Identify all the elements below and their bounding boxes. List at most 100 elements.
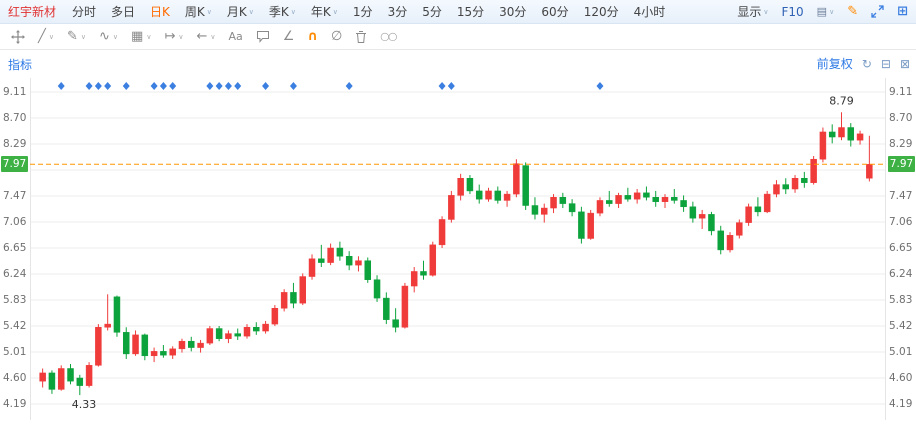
f10-button[interactable]: F10 (781, 4, 804, 19)
y-axis-label: 5.83 (3, 294, 27, 306)
chevron-down-icon: ∨ (829, 7, 835, 16)
period-tab-日K[interactable]: 日K (150, 5, 170, 19)
chevron-down-icon: ∨ (332, 8, 338, 16)
close-icon[interactable]: ⊠ (899, 56, 910, 71)
y-axis-label: 4.19 (3, 398, 27, 410)
delete-draw-tool[interactable] (350, 27, 372, 47)
chevron-down-icon: ∨ (763, 7, 769, 16)
trendline-icon: ╱ (38, 29, 46, 44)
period-tab-季K[interactable]: 季K ∨ (268, 5, 296, 19)
y-axis-label: 8.29 (889, 138, 913, 150)
y-axis-label: 6.24 (3, 268, 27, 280)
current-price-tag: 7.97 (1, 156, 28, 173)
chart-area: 指标 前复权 ↻ ⊟ ⊠ 8.79 4.33 7.97 7.97 9.11 9.11… (0, 50, 916, 432)
chevron-down-icon: ∨ (206, 8, 212, 16)
display-dropdown[interactable]: 显示 ∨ (737, 3, 768, 20)
y-axis-label: 6.24 (889, 268, 913, 280)
period-tab-15分[interactable]: 15分 (456, 5, 485, 19)
indicator-label[interactable]: 指标 (8, 58, 33, 72)
chart-header-right: 前复权 ↻ ⊟ ⊠ (817, 55, 910, 72)
period-tab-年K[interactable]: 年K ∨ (310, 5, 338, 19)
chart-style-dropdown[interactable]: ▤ ∨ (817, 5, 835, 18)
angle-tool[interactable]: ∠ (278, 27, 300, 47)
edit-pen-icon[interactable]: ✎ (847, 4, 859, 19)
period-toolbar: 红宇新材 分时 多日 日K 周K ∨ 月K ∨ 季K ∨ 年K ∨ 1分 3分 5分 15分 30分 60分 12… (0, 0, 916, 24)
chevron-down-icon: ∨ (80, 32, 86, 41)
y-axis-label: 4.60 (889, 372, 913, 384)
magnet-tool[interactable]: ∩ (302, 27, 323, 47)
fullscreen-icon[interactable] (871, 5, 884, 18)
text-tool-icon: Aa (228, 30, 243, 43)
marker-arrow-icon: ↦ (164, 29, 176, 44)
disable-draw-tool[interactable]: ∅ (326, 27, 347, 47)
y-axis-label: 8.70 (889, 112, 913, 124)
move-cross-icon (11, 29, 25, 44)
gann-tool[interactable]: ▦ ∨ (126, 27, 156, 47)
gann-grid-icon: ▦ (131, 29, 144, 44)
period-tab-3分[interactable]: 3分 (387, 5, 408, 19)
svg-text:4.33: 4.33 (72, 398, 97, 411)
period-tab-60分[interactable]: 60分 (541, 5, 569, 19)
y-axis-label: 4.19 (889, 398, 913, 410)
svg-text:8.79: 8.79 (829, 94, 854, 107)
y-axis-label: 5.01 (3, 346, 27, 358)
chevron-down-icon: ∨ (112, 32, 119, 41)
adjust-mode-button[interactable]: 前复权 (816, 57, 853, 71)
y-axis-label: 5.83 (889, 294, 913, 306)
y-axis-label: 7.06 (889, 216, 913, 228)
pencil-icon: ✎ (66, 29, 78, 44)
chevron-down-icon: ∨ (146, 32, 152, 41)
left-arrow-icon: ← (196, 29, 208, 44)
period-tab-多日[interactable]: 多日 (111, 5, 136, 19)
y-axis-label: 5.42 (889, 320, 913, 332)
period-tabs: 分时 多日 日K 周K ∨ 月K ∨ 季K ∨ 年K ∨ 1分 3分 5分 15分 30分 60分 120分 4小时 (72, 3, 665, 20)
y-axis-label: 9.11 (3, 86, 27, 98)
linked-circles-icon: ◯◯ (380, 31, 397, 41)
magnet-icon: ∩ (307, 29, 318, 44)
wave-icon: ∿ (98, 29, 110, 44)
speech-bubble-icon (256, 31, 269, 43)
y-axis-label: 9.11 (889, 86, 913, 98)
kline-chart-canvas[interactable]: 8.79 4.33 (30, 78, 886, 420)
ban-icon: ∅ (330, 29, 343, 44)
toolbar-right-group: 显示 ∨ F10 ▤ ∨ ✎ ⊞ (737, 3, 908, 20)
refresh-icon[interactable]: ↻ (861, 56, 872, 71)
y-axis-label: 8.29 (3, 138, 27, 150)
y-axis-label: 8.70 (3, 112, 27, 124)
multi-window-icon[interactable]: ⊞ (897, 4, 908, 19)
y-axis-label: 6.65 (889, 242, 913, 254)
y-axis-label: 7.47 (3, 190, 27, 202)
chevron-down-icon: ∨ (210, 32, 216, 41)
text-tool[interactable]: Aa (224, 27, 248, 47)
period-tab-5分[interactable]: 5分 (422, 5, 442, 19)
pencil-tool[interactable]: ✎ ∨ (62, 27, 91, 47)
minimize-icon[interactable]: ⊟ (880, 56, 891, 71)
arrow-tool[interactable]: ← ∨ (191, 27, 220, 47)
pan-tool[interactable] (6, 27, 30, 47)
chevron-down-icon: ∨ (248, 8, 254, 16)
period-tab-120分[interactable]: 120分 (583, 5, 619, 19)
chart-style-icon: ▤ (816, 5, 828, 18)
link-tool[interactable]: ◯◯ (375, 27, 401, 47)
stock-name[interactable]: 红宇新材 (8, 5, 57, 19)
chevron-down-icon: ∨ (290, 8, 296, 16)
y-axis-label: 4.60 (3, 372, 27, 384)
trash-icon (356, 30, 367, 43)
angle-icon: ∠ (282, 29, 295, 44)
drawing-toolbar: ╱ ∨ ✎ ∨ ∿ ∨ ▦ ∨ ↦ ∨ ← ∨ Aa ∠ ∩ ∅ ◯◯ (0, 24, 916, 50)
period-tab-月K[interactable]: 月K ∨ (226, 5, 254, 19)
display-label: 显示 (737, 5, 762, 19)
current-price-tag: 7.97 (888, 156, 915, 173)
wave-tool[interactable]: ∿ ∨ (94, 27, 123, 47)
comment-tool[interactable] (251, 27, 275, 47)
period-tab-分时[interactable]: 分时 (72, 5, 97, 19)
trendline-tool[interactable]: ╱ ∨ (33, 27, 59, 47)
marker-tool[interactable]: ↦ ∨ (159, 27, 188, 47)
period-tab-4小时[interactable]: 4小时 (633, 5, 666, 19)
chevron-down-icon: ∨ (178, 32, 184, 41)
period-tab-周K[interactable]: 周K ∨ (184, 5, 212, 19)
period-tab-1分[interactable]: 1分 (352, 5, 373, 19)
y-axis-label: 5.01 (889, 346, 913, 358)
period-tab-30分[interactable]: 30分 (499, 5, 527, 19)
